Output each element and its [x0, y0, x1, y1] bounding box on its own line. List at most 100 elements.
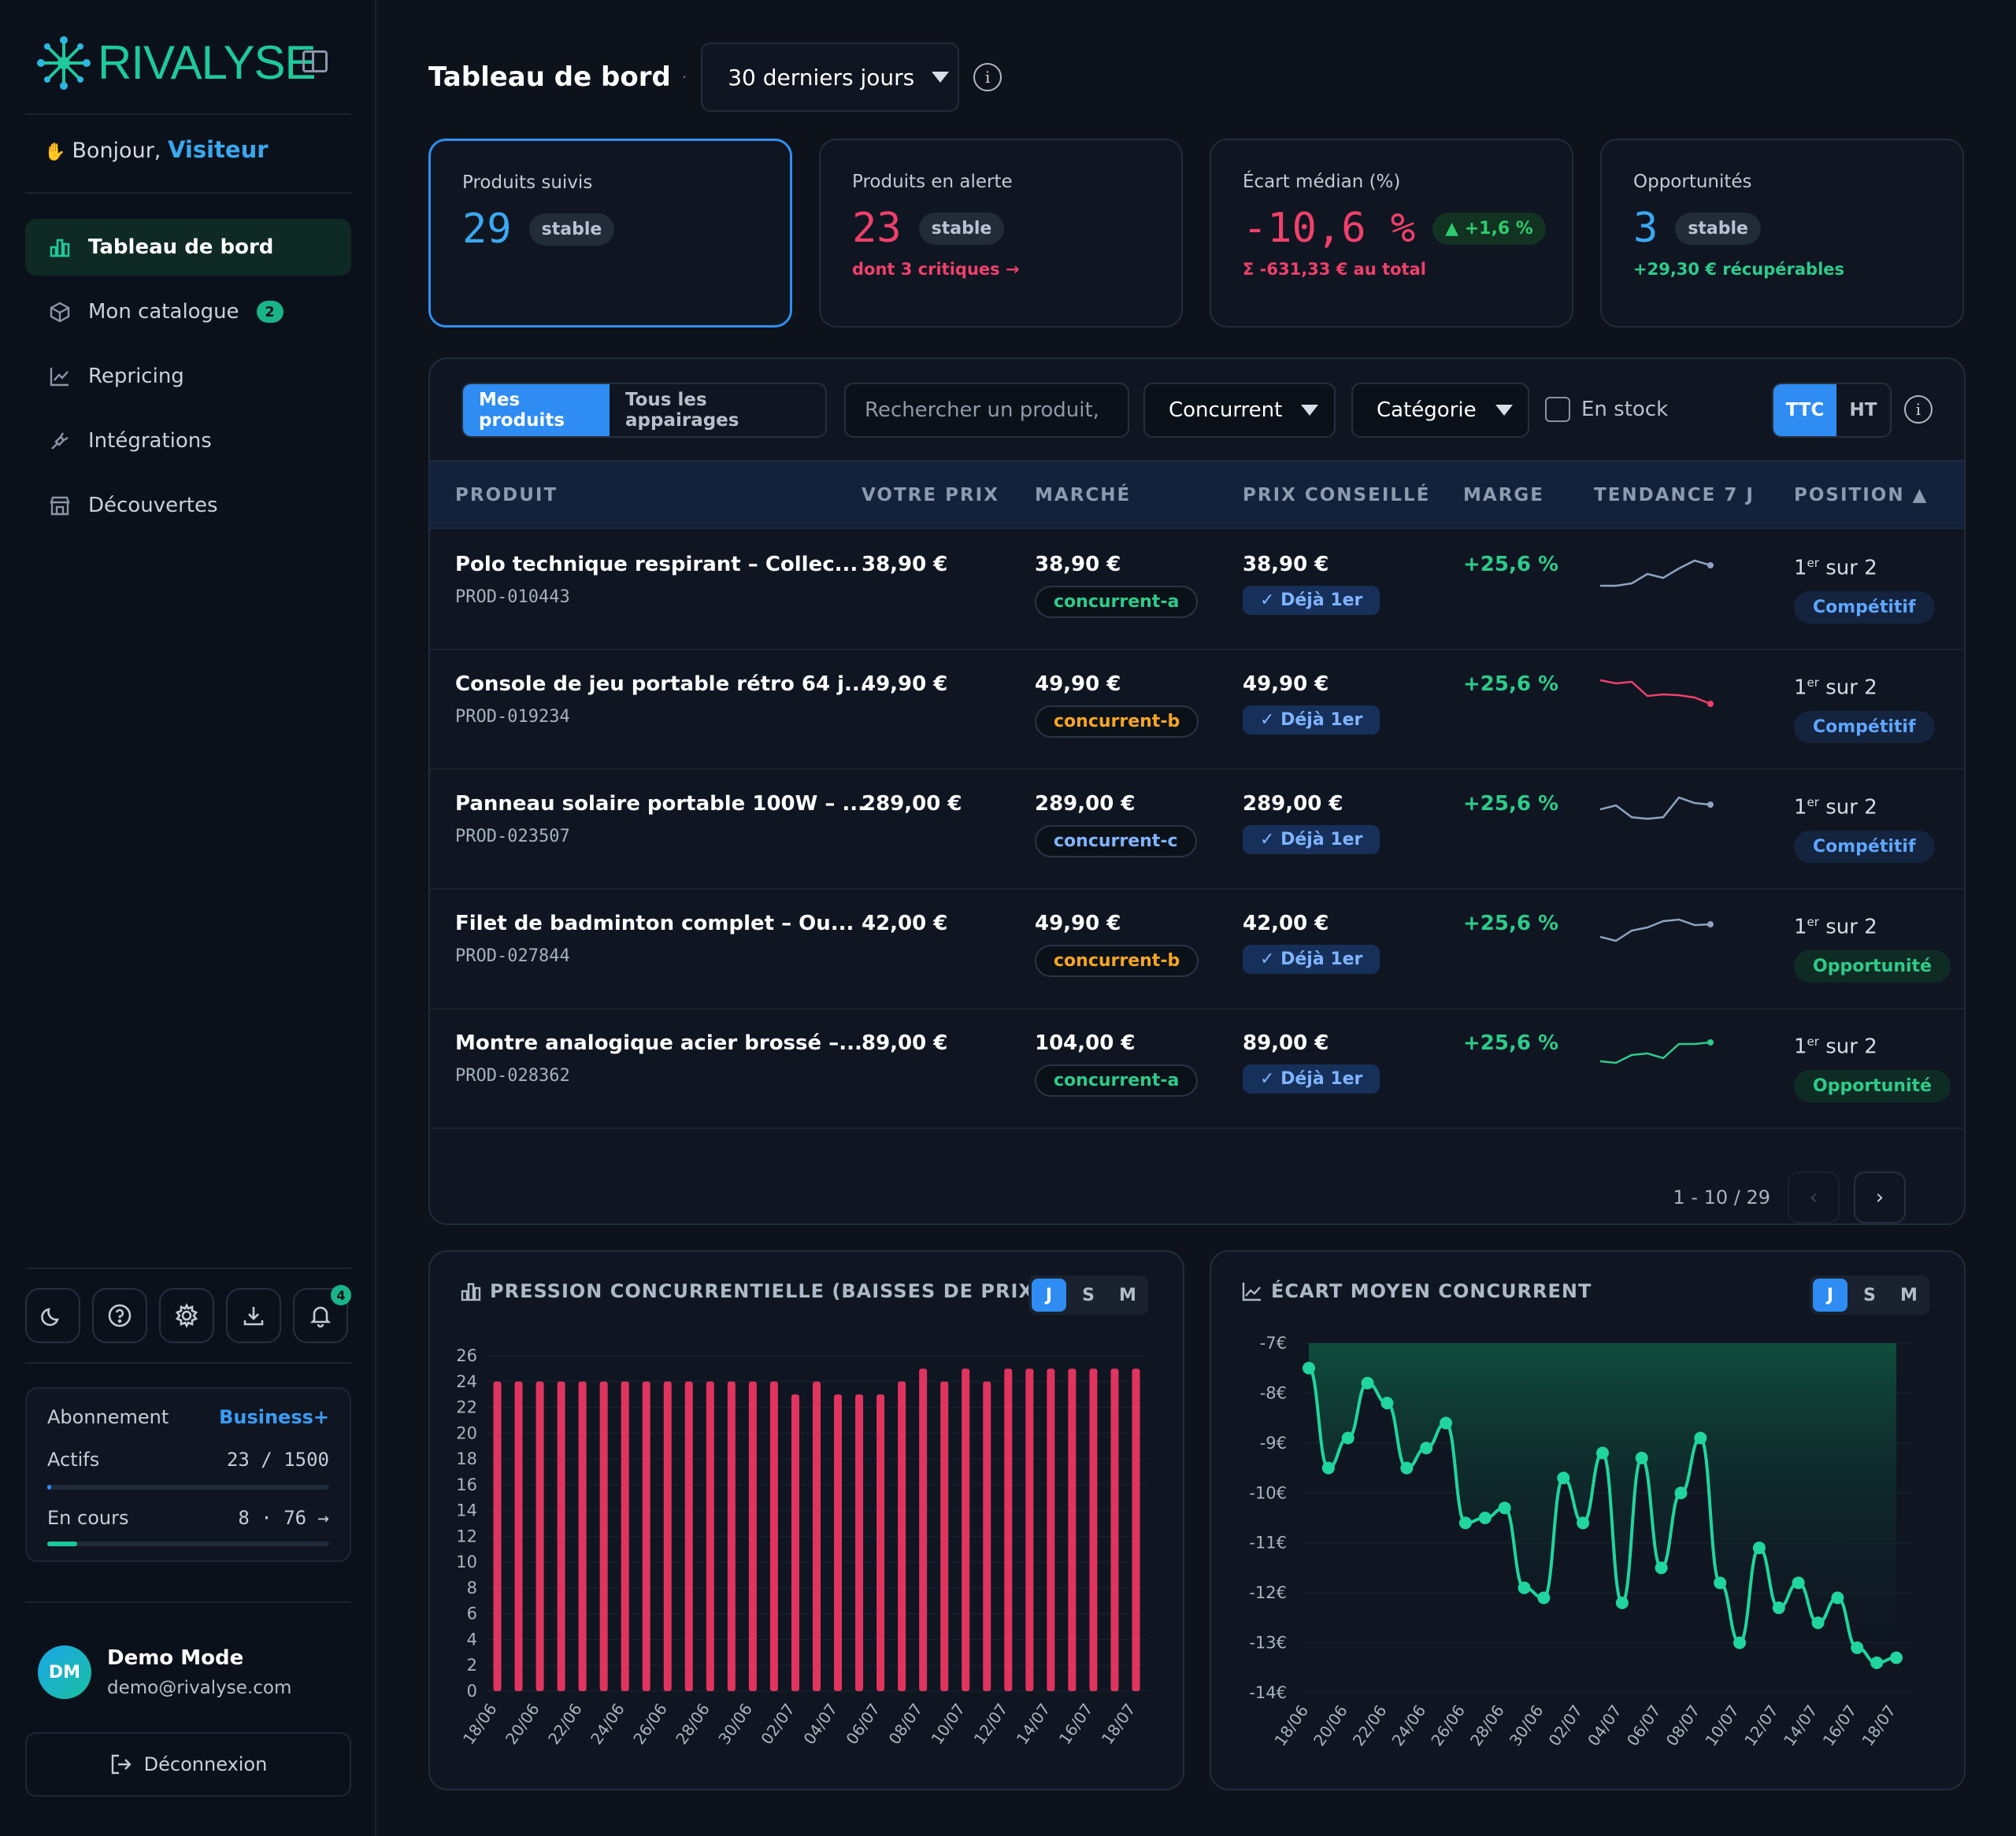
sidebar-toggle-icon[interactable] [302, 50, 328, 72]
data-point[interactable] [1518, 1581, 1531, 1594]
data-point[interactable] [1772, 1601, 1785, 1615]
data-point[interactable] [1440, 1416, 1453, 1430]
data-point[interactable] [1811, 1616, 1825, 1630]
nav-item-discoveries[interactable]: Découvertes [25, 477, 351, 534]
bar[interactable] [791, 1394, 799, 1691]
bar[interactable] [876, 1394, 885, 1691]
granularity-week[interactable]: S [1863, 1285, 1876, 1305]
data-point[interactable] [1498, 1501, 1511, 1515]
table-row[interactable]: Filet de badminton complet – Ou... PROD-0… [430, 890, 1964, 1009]
data-point[interactable] [1752, 1542, 1766, 1555]
bar[interactable] [769, 1381, 778, 1691]
nav-item-catalogue[interactable]: Mon catalogue 2 [25, 283, 351, 340]
tab-my-products[interactable]: Mes produits [463, 384, 610, 436]
data-point[interactable] [1714, 1576, 1727, 1590]
bar[interactable] [1004, 1368, 1013, 1691]
table-row[interactable]: Polo technique respirant – Collec... PROD… [430, 531, 1964, 650]
ht-toggle[interactable]: HT [1849, 400, 1877, 420]
search-input[interactable]: Rechercher un produit, [844, 383, 1129, 438]
bar[interactable] [642, 1381, 650, 1691]
data-point[interactable] [1420, 1442, 1433, 1455]
data-point[interactable] [1537, 1591, 1551, 1605]
kpi-card-alerts[interactable]: Produits en alerte 23 stable dont 3 criti… [819, 139, 1183, 328]
kpi-card-median-gap[interactable]: Écart médian (%) -10,6 % ▲ +1,6 % Σ -631,… [1210, 139, 1573, 328]
competitor-tag[interactable]: concurrent-a [1035, 1064, 1199, 1097]
data-point[interactable] [1557, 1471, 1570, 1485]
kpi-subtext-link[interactable]: dont 3 critiques → [852, 260, 1020, 279]
bar[interactable] [1132, 1368, 1140, 1691]
next-page-button[interactable]: › [1854, 1172, 1906, 1223]
bar[interactable] [621, 1381, 629, 1691]
bar[interactable] [919, 1368, 928, 1691]
bar[interactable] [834, 1394, 843, 1691]
bar[interactable] [1110, 1368, 1119, 1691]
data-point[interactable] [1458, 1516, 1472, 1530]
competitor-filter[interactable]: Concurrent [1143, 383, 1336, 438]
bar[interactable] [748, 1381, 757, 1691]
bar[interactable] [599, 1381, 608, 1691]
table-row[interactable]: Panneau solaire portable 100W – ... PROD-… [430, 770, 1964, 890]
data-point[interactable] [1361, 1376, 1374, 1390]
logout-button[interactable]: Déconnexion [25, 1732, 351, 1797]
granularity-month[interactable]: M [1900, 1285, 1918, 1305]
date-range-select[interactable]: 30 derniers jours [701, 43, 960, 112]
data-point[interactable] [1615, 1596, 1629, 1609]
bar[interactable] [514, 1381, 523, 1691]
user-profile[interactable]: DM Demo Mode demo@rivalyse.com [38, 1645, 291, 1699]
table-row[interactable]: Montre analogique acier brossé –... PROD-… [430, 1009, 1964, 1129]
bar[interactable] [663, 1381, 672, 1691]
notifications-button[interactable]: 4 [293, 1285, 351, 1343]
bar[interactable] [940, 1381, 949, 1691]
bar[interactable] [1025, 1368, 1034, 1691]
data-point[interactable] [1400, 1461, 1414, 1475]
bar[interactable] [898, 1381, 906, 1691]
checkbox-box[interactable] [1545, 397, 1570, 422]
data-point[interactable] [1478, 1512, 1492, 1524]
column-header-margin[interactable]: MARGE [1463, 485, 1544, 505]
product-name[interactable]: Montre analogique acier brossé –... [455, 1031, 862, 1055]
column-header-trend[interactable]: TENDANCE 7 J [1594, 485, 1755, 505]
bar[interactable] [1089, 1368, 1098, 1691]
nav-item-dashboard[interactable]: Tableau de bord [25, 219, 351, 276]
bar[interactable] [536, 1381, 544, 1691]
data-point[interactable] [1596, 1446, 1609, 1460]
nav-item-repricing[interactable]: Repricing [25, 348, 351, 405]
granularity-month[interactable]: M [1119, 1285, 1136, 1305]
product-name[interactable]: Filet de badminton complet – Ou... [455, 912, 854, 935]
data-point[interactable] [1303, 1361, 1315, 1375]
bar[interactable] [983, 1381, 991, 1691]
data-point[interactable] [1694, 1431, 1707, 1445]
column-header-your-price[interactable]: VOTRE PRIX [862, 485, 999, 505]
category-filter[interactable]: Catégorie [1351, 383, 1529, 438]
bar[interactable] [493, 1381, 502, 1691]
in-stock-checkbox[interactable]: En stock [1545, 397, 1668, 422]
data-point[interactable] [1831, 1591, 1844, 1605]
competitor-tag[interactable]: concurrent-a [1035, 586, 1199, 618]
theme-toggle-button[interactable] [25, 1288, 80, 1343]
product-name[interactable]: Console de jeu portable rétro 64 j... [455, 672, 868, 696]
help-button[interactable] [92, 1288, 147, 1343]
info-icon[interactable]: i [1904, 395, 1933, 424]
column-header-advised-price[interactable]: PRIX CONSEILLÉ [1243, 485, 1431, 505]
data-point[interactable] [1733, 1636, 1747, 1649]
bar[interactable] [855, 1394, 864, 1691]
data-point[interactable] [1341, 1431, 1354, 1445]
data-point[interactable] [1577, 1516, 1590, 1530]
column-header-product[interactable]: PRODUIT [455, 485, 558, 505]
ttc-toggle[interactable]: TTC [1773, 384, 1836, 436]
tab-all-pairings[interactable]: Tous les appairages [625, 390, 739, 431]
table-row[interactable]: Console de jeu portable rétro 64 j... PRO… [430, 650, 1964, 770]
product-name[interactable]: Polo technique respirant – Collec... [455, 553, 858, 576]
prev-page-button[interactable]: ‹ [1788, 1172, 1840, 1223]
granularity-day[interactable]: J [1032, 1279, 1066, 1312]
download-button[interactable] [226, 1288, 281, 1343]
bar[interactable] [813, 1381, 821, 1691]
bar[interactable] [706, 1381, 714, 1691]
column-header-market[interactable]: MARCHÉ [1035, 485, 1132, 505]
nav-item-integrations[interactable]: Intégrations [25, 413, 351, 469]
data-point[interactable] [1890, 1651, 1903, 1664]
bar[interactable] [578, 1381, 587, 1691]
column-header-position[interactable]: POSITION ▲ [1794, 485, 1929, 505]
data-point[interactable] [1870, 1656, 1884, 1669]
settings-button[interactable] [159, 1288, 214, 1343]
